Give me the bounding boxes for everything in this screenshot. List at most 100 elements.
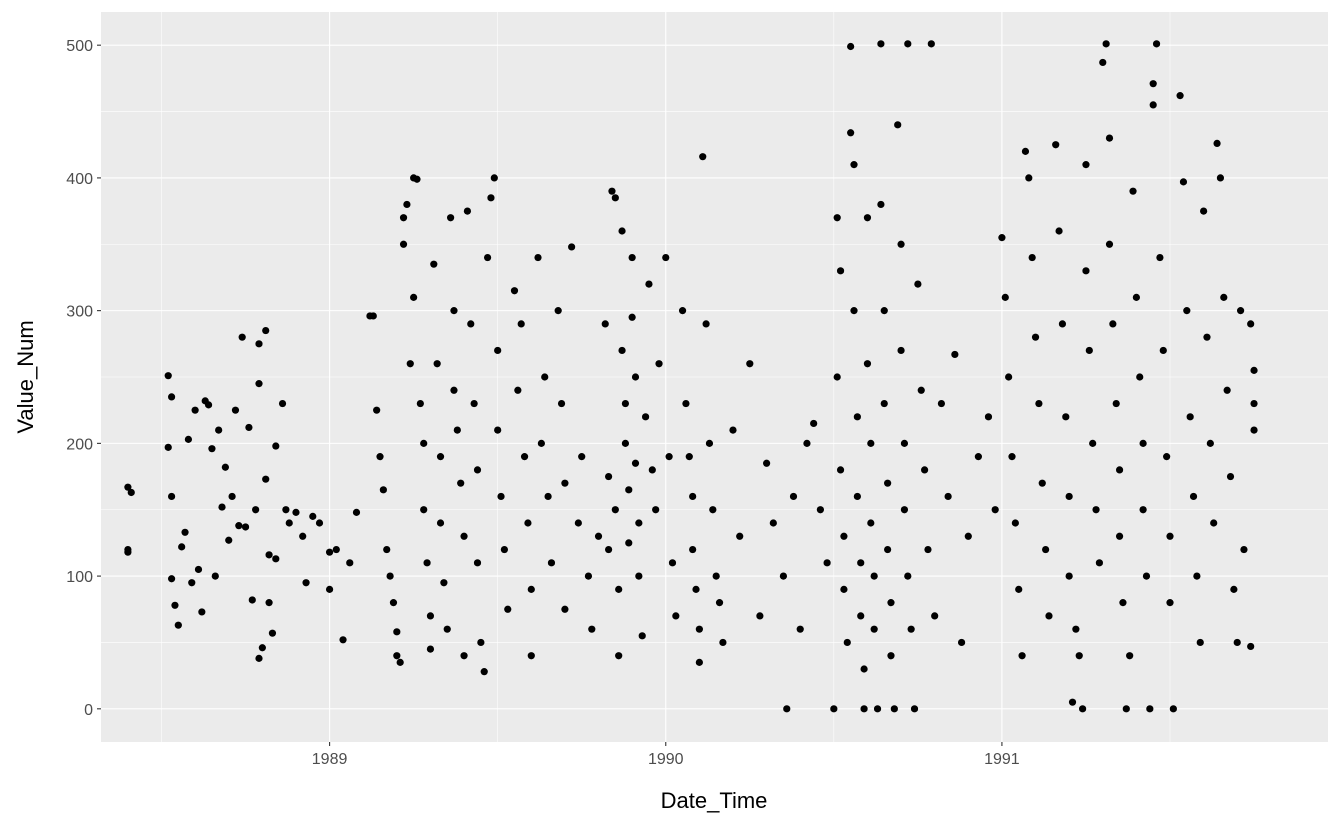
data-point xyxy=(860,665,868,673)
data-point xyxy=(1092,506,1100,514)
data-point xyxy=(1132,293,1140,301)
data-point xyxy=(648,466,656,474)
data-point xyxy=(436,453,445,461)
data-point xyxy=(900,439,909,447)
data-point xyxy=(483,253,492,262)
data-point xyxy=(584,572,593,580)
data-point xyxy=(262,475,270,483)
data-point xyxy=(685,453,693,461)
y-tick-label: 100 xyxy=(66,569,93,586)
data-point xyxy=(299,532,307,540)
data-point xyxy=(1220,293,1228,301)
data-point xyxy=(181,528,189,536)
data-point xyxy=(611,506,619,514)
data-point xyxy=(1236,307,1245,315)
data-point xyxy=(514,386,522,394)
data-point xyxy=(406,360,414,368)
data-point xyxy=(628,313,636,321)
data-point xyxy=(174,621,182,629)
data-point xyxy=(477,638,485,647)
data-point xyxy=(373,406,381,414)
data-point xyxy=(1001,293,1009,301)
data-point xyxy=(836,466,845,474)
data-point xyxy=(1082,267,1090,275)
data-point xyxy=(611,194,619,202)
data-point xyxy=(863,360,872,368)
data-point xyxy=(302,579,310,587)
data-point xyxy=(453,426,461,434)
data-point xyxy=(641,413,650,421)
data-point xyxy=(470,399,478,408)
data-point xyxy=(1052,141,1060,149)
data-point xyxy=(1169,705,1177,713)
data-point xyxy=(352,508,361,516)
data-point xyxy=(873,705,882,713)
data-point xyxy=(396,658,404,666)
data-point xyxy=(974,453,982,461)
data-point xyxy=(1196,638,1204,647)
data-point xyxy=(228,492,236,501)
data-point xyxy=(235,522,243,530)
data-points xyxy=(124,40,1258,713)
data-point xyxy=(204,401,213,409)
data-point xyxy=(894,121,902,129)
data-point xyxy=(621,399,630,408)
data-point xyxy=(1126,652,1134,660)
data-point xyxy=(198,608,206,616)
data-point xyxy=(285,519,293,527)
data-point xyxy=(278,399,287,408)
data-point xyxy=(887,652,895,660)
data-point xyxy=(689,545,697,554)
data-point xyxy=(1065,572,1073,580)
data-point xyxy=(1112,399,1120,408)
data-point xyxy=(783,705,791,713)
y-axis-title: Value_Num xyxy=(13,320,38,433)
data-point xyxy=(221,463,229,471)
data-point xyxy=(500,545,508,554)
data-point xyxy=(541,373,549,381)
data-point xyxy=(1189,492,1198,501)
data-point xyxy=(964,532,972,540)
data-point xyxy=(225,536,233,544)
data-point xyxy=(568,243,576,251)
data-point xyxy=(695,658,703,666)
data-point xyxy=(231,406,240,414)
data-point xyxy=(1058,320,1067,328)
data-point xyxy=(1149,101,1157,109)
data-point xyxy=(1105,134,1114,142)
data-point xyxy=(615,652,623,660)
data-point xyxy=(426,612,435,620)
data-point xyxy=(655,360,663,368)
data-point xyxy=(907,625,915,633)
data-point xyxy=(268,629,277,637)
data-point xyxy=(645,280,653,288)
data-point xyxy=(840,532,848,540)
data-point xyxy=(897,240,905,248)
data-point xyxy=(1250,426,1258,434)
data-point xyxy=(924,545,932,554)
data-point xyxy=(1085,346,1093,355)
data-point xyxy=(1186,413,1194,421)
data-point xyxy=(635,572,643,580)
data-point xyxy=(379,486,387,494)
data-point xyxy=(803,439,811,447)
data-point xyxy=(167,492,176,501)
data-point xyxy=(238,333,246,341)
data-point xyxy=(746,360,754,368)
data-point xyxy=(991,506,999,514)
data-point xyxy=(931,612,939,620)
data-point xyxy=(695,625,703,633)
data-point xyxy=(830,705,838,713)
data-point xyxy=(712,572,720,580)
data-point xyxy=(1136,373,1144,381)
data-point xyxy=(1008,453,1016,461)
data-point xyxy=(557,399,566,408)
data-point xyxy=(937,399,946,408)
data-point xyxy=(215,426,223,434)
data-point xyxy=(346,559,354,567)
x-axis: 1989 1990 1991 xyxy=(312,751,1020,768)
data-point xyxy=(709,506,717,514)
data-point xyxy=(618,227,626,235)
data-point xyxy=(729,426,737,434)
